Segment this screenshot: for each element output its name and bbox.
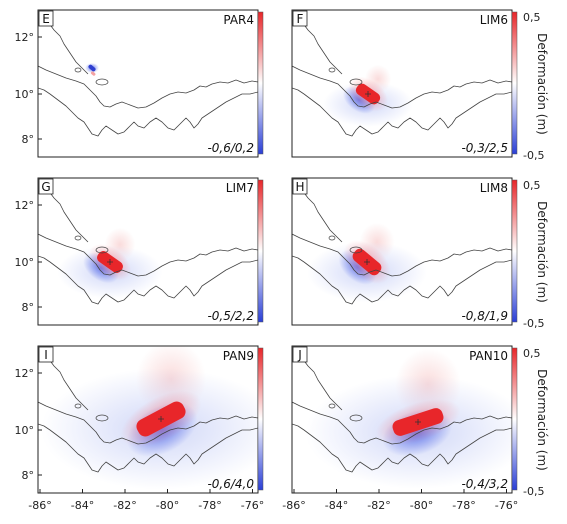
coastline — [292, 423, 512, 473]
coastline — [38, 401, 258, 445]
colorbar-title: Deformación (m) — [535, 369, 549, 471]
panel-letter: E — [42, 12, 50, 26]
latitude-tick-label: 8° — [22, 301, 35, 314]
panel-scenario-name: PAN9 — [223, 349, 254, 363]
latitude-tick-label: 10° — [15, 256, 35, 269]
map-panel-e: E PAR4 -0,6/0,2 12° 10° 8° — [15, 9, 264, 158]
coastline — [38, 423, 258, 473]
panel-scenario-name: LIM6 — [480, 13, 508, 27]
coastline — [38, 65, 258, 109]
colorbar-min-label: -0,5 — [523, 149, 544, 162]
map-panel-h: H LIM8 -0,8/1,9 0,5 -0,5 Deformación (m) — [291, 177, 549, 330]
coastline — [292, 87, 512, 137]
colorbar — [257, 179, 264, 323]
colorbar — [257, 11, 264, 155]
colorbar — [257, 347, 264, 491]
panel-deformation-range: -0,5/2,2 — [207, 309, 254, 323]
latitude-tick-label: 10° — [15, 424, 35, 437]
longitude-tick-label: -78° — [452, 499, 475, 512]
colorbar-min-label: -0,5 — [523, 485, 544, 498]
panel-deformation-range: -0,4/3,2 — [461, 477, 508, 491]
panel-deformation-range: -0,3/2,5 — [461, 141, 508, 155]
longitude-tick-label: -86° — [28, 499, 51, 512]
latitude-tick-label: 12° — [15, 31, 35, 44]
panel-letter: G — [41, 180, 50, 194]
latitude-tick-label: 12° — [15, 367, 35, 380]
map-panel-i: I PAN9 -0,6/4,0 12° 10° 8° -86° -84° -82° -80° -78… — [15, 345, 264, 512]
colorbar-max-label: 0,5 — [523, 179, 541, 192]
longitude-tick-label: -78° — [198, 499, 221, 512]
longitude-tick-label: -80° — [156, 499, 179, 512]
latitude-tick-label: 10° — [15, 88, 35, 101]
panel-scenario-name: PAN10 — [469, 349, 508, 363]
longitude-tick-label: -82° — [113, 499, 136, 512]
longitude-tick-label: -76° — [241, 499, 264, 512]
longitude-tick-label: -82° — [367, 499, 390, 512]
panel-deformation-range: -0,6/4,0 — [207, 477, 254, 491]
longitude-tick-label: -80° — [410, 499, 433, 512]
latitude-tick-label: 12° — [15, 199, 35, 212]
longitude-tick-label: -76° — [495, 499, 518, 512]
coastline — [292, 65, 512, 109]
panel-letter: I — [44, 348, 48, 362]
panel-deformation-range: -0,8/1,9 — [461, 309, 508, 323]
colorbar-title: Deformación (m) — [535, 201, 549, 303]
latitude-tick-label: 8° — [22, 133, 35, 146]
colorbar-title: Deformación (m) — [535, 33, 549, 135]
longitude-tick-label: -84° — [325, 499, 348, 512]
latitude-tick-label: 8° — [22, 469, 35, 482]
coastline — [38, 87, 258, 137]
map-panels: E PAR4 -0,6/0,2 12° 10° 8° F LIM6 -0,3/2,5 0,5 -0,… — [15, 9, 549, 512]
coastline — [292, 255, 512, 305]
map-panel-f: F LIM6 -0,3/2,5 0,5 -0,5 Deformación (m) — [291, 9, 549, 162]
panel-letter: H — [295, 180, 304, 194]
panel-letter: F — [297, 12, 304, 26]
panel-letter: J — [297, 348, 302, 362]
colorbar — [511, 179, 518, 323]
colorbar — [511, 347, 518, 491]
coastline — [38, 233, 258, 277]
colorbar-max-label: 0,5 — [523, 11, 541, 24]
coastline — [292, 401, 512, 445]
longitude-tick-label: -84° — [71, 499, 94, 512]
panel-deformation-range: -0,6/0,2 — [207, 141, 254, 155]
colorbar — [511, 11, 518, 155]
coastline — [292, 233, 512, 277]
map-panel-j: J PAN10 -0,4/3,2 -86° -84° -82° -80° -78° -76° 0,… — [282, 345, 549, 512]
panel-scenario-name: LIM7 — [226, 181, 254, 195]
deformation-patch — [88, 64, 96, 72]
panel-scenario-name: PAR4 — [223, 13, 254, 27]
map-panel-g: G LIM7 -0,5/2,2 12° 10° 8° — [15, 177, 264, 326]
colorbar-min-label: -0,5 — [523, 317, 544, 330]
longitude-tick-label: -86° — [282, 499, 305, 512]
panel-scenario-name: LIM8 — [480, 181, 508, 195]
colorbar-max-label: 0,5 — [523, 347, 541, 360]
coastline — [38, 255, 258, 305]
